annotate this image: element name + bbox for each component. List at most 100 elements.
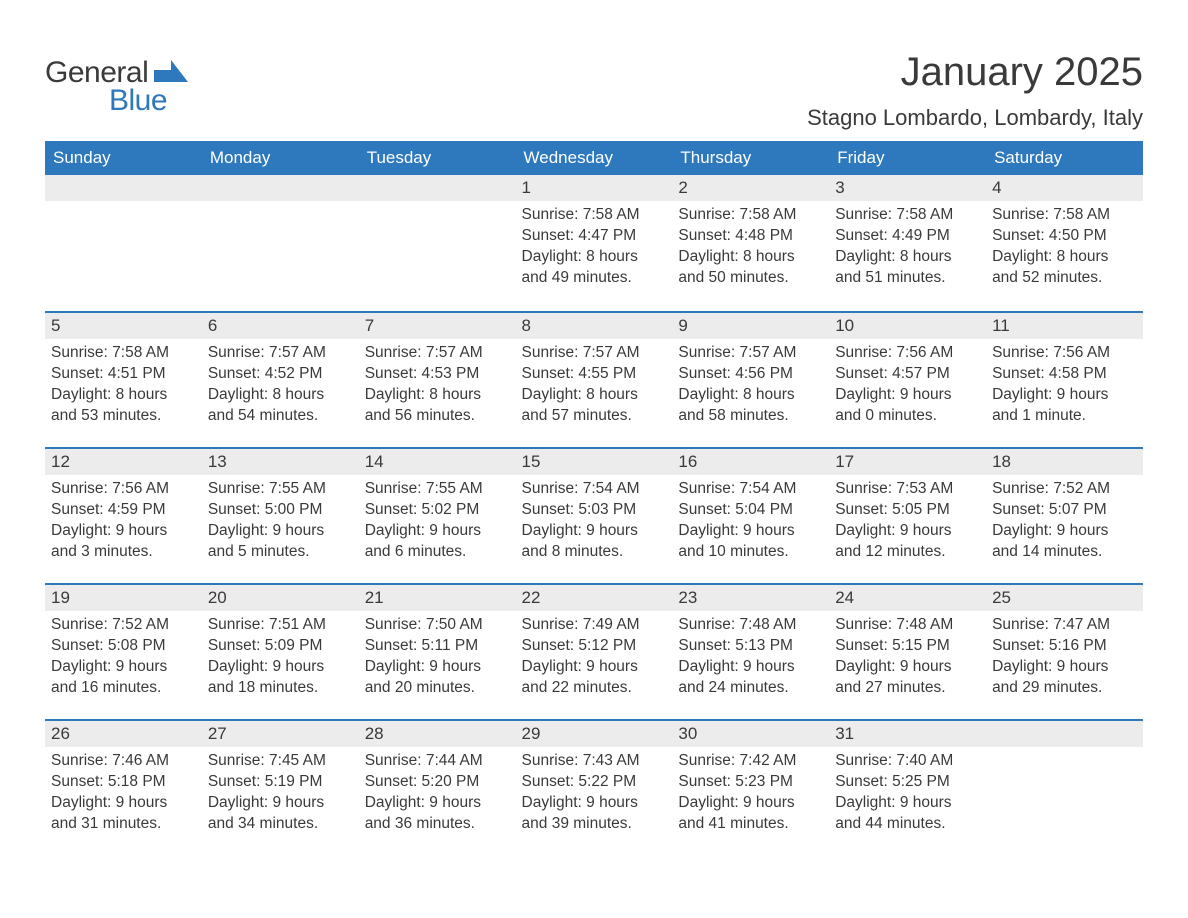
sunset-line: Sunset: 5:25 PM xyxy=(835,772,980,793)
day-details: Sunrise: 7:58 AMSunset: 4:50 PMDaylight:… xyxy=(986,201,1143,291)
calendar-day-cell: 24Sunrise: 7:48 AMSunset: 5:15 PMDayligh… xyxy=(829,583,986,719)
daylight-line: Daylight: 8 hours and 51 minutes. xyxy=(835,247,980,289)
day-details: Sunrise: 7:57 AMSunset: 4:55 PMDaylight:… xyxy=(516,339,673,429)
day-details: Sunrise: 7:51 AMSunset: 5:09 PMDaylight:… xyxy=(202,611,359,701)
day-number-bar: 26 xyxy=(45,719,202,747)
day-number-bar xyxy=(986,719,1143,747)
calendar-day-cell: 6Sunrise: 7:57 AMSunset: 4:52 PMDaylight… xyxy=(202,311,359,447)
sunrise-line: Sunrise: 7:46 AM xyxy=(51,751,196,772)
daylight-line: Daylight: 9 hours and 1 minute. xyxy=(992,385,1137,427)
day-number-bar: 21 xyxy=(359,583,516,611)
day-details: Sunrise: 7:54 AMSunset: 5:03 PMDaylight:… xyxy=(516,475,673,565)
page-header: General Blue January 2025 Stagno Lombard… xyxy=(45,50,1143,131)
sunrise-line: Sunrise: 7:53 AM xyxy=(835,479,980,500)
day-details: Sunrise: 7:44 AMSunset: 5:20 PMDaylight:… xyxy=(359,747,516,837)
brand-text-2: Blue xyxy=(109,84,188,118)
daylight-line: Daylight: 9 hours and 3 minutes. xyxy=(51,521,196,563)
calendar-day-cell: 15Sunrise: 7:54 AMSunset: 5:03 PMDayligh… xyxy=(516,447,673,583)
sunset-line: Sunset: 4:56 PM xyxy=(678,364,823,385)
sunrise-line: Sunrise: 7:57 AM xyxy=(522,343,667,364)
title-block: January 2025 Stagno Lombardo, Lombardy, … xyxy=(807,50,1143,131)
day-details: Sunrise: 7:48 AMSunset: 5:13 PMDaylight:… xyxy=(672,611,829,701)
sunset-line: Sunset: 5:23 PM xyxy=(678,772,823,793)
daylight-line: Daylight: 9 hours and 0 minutes. xyxy=(835,385,980,427)
day-details: Sunrise: 7:48 AMSunset: 5:15 PMDaylight:… xyxy=(829,611,986,701)
day-details: Sunrise: 7:55 AMSunset: 5:02 PMDaylight:… xyxy=(359,475,516,565)
daylight-line: Daylight: 9 hours and 41 minutes. xyxy=(678,793,823,835)
sunset-line: Sunset: 5:07 PM xyxy=(992,500,1137,521)
calendar-day-cell: 26Sunrise: 7:46 AMSunset: 5:18 PMDayligh… xyxy=(45,719,202,855)
calendar-day-cell: 4Sunrise: 7:58 AMSunset: 4:50 PMDaylight… xyxy=(986,175,1143,311)
day-number-bar: 24 xyxy=(829,583,986,611)
calendar-header-cell: Friday xyxy=(829,141,986,175)
daylight-line: Daylight: 8 hours and 49 minutes. xyxy=(522,247,667,289)
calendar-day-cell: 9Sunrise: 7:57 AMSunset: 4:56 PMDaylight… xyxy=(672,311,829,447)
day-details: Sunrise: 7:53 AMSunset: 5:05 PMDaylight:… xyxy=(829,475,986,565)
day-number-bar: 22 xyxy=(516,583,673,611)
sunrise-line: Sunrise: 7:56 AM xyxy=(992,343,1137,364)
sunrise-line: Sunrise: 7:54 AM xyxy=(678,479,823,500)
sunrise-line: Sunrise: 7:57 AM xyxy=(678,343,823,364)
sunset-line: Sunset: 5:15 PM xyxy=(835,636,980,657)
day-details: Sunrise: 7:46 AMSunset: 5:18 PMDaylight:… xyxy=(45,747,202,837)
calendar-day-cell: 19Sunrise: 7:52 AMSunset: 5:08 PMDayligh… xyxy=(45,583,202,719)
day-number-bar: 9 xyxy=(672,311,829,339)
sunset-line: Sunset: 5:22 PM xyxy=(522,772,667,793)
sunset-line: Sunset: 5:02 PM xyxy=(365,500,510,521)
sunset-line: Sunset: 5:09 PM xyxy=(208,636,353,657)
sunset-line: Sunset: 5:13 PM xyxy=(678,636,823,657)
sunrise-line: Sunrise: 7:48 AM xyxy=(678,615,823,636)
day-number-bar: 30 xyxy=(672,719,829,747)
calendar-header-row: SundayMondayTuesdayWednesdayThursdayFrid… xyxy=(45,141,1143,175)
day-number-bar: 23 xyxy=(672,583,829,611)
daylight-line: Daylight: 9 hours and 18 minutes. xyxy=(208,657,353,699)
day-number-bar: 27 xyxy=(202,719,359,747)
sunrise-line: Sunrise: 7:52 AM xyxy=(992,479,1137,500)
sunrise-line: Sunrise: 7:47 AM xyxy=(992,615,1137,636)
day-details: Sunrise: 7:58 AMSunset: 4:49 PMDaylight:… xyxy=(829,201,986,291)
calendar-table: SundayMondayTuesdayWednesdayThursdayFrid… xyxy=(45,141,1143,855)
calendar-week-row: 1Sunrise: 7:58 AMSunset: 4:47 PMDaylight… xyxy=(45,175,1143,311)
brand-logo: General Blue xyxy=(45,50,188,118)
daylight-line: Daylight: 9 hours and 5 minutes. xyxy=(208,521,353,563)
day-number-bar: 14 xyxy=(359,447,516,475)
sunrise-line: Sunrise: 7:57 AM xyxy=(208,343,353,364)
day-details: Sunrise: 7:58 AMSunset: 4:48 PMDaylight:… xyxy=(672,201,829,291)
sunset-line: Sunset: 5:03 PM xyxy=(522,500,667,521)
sunset-line: Sunset: 4:48 PM xyxy=(678,226,823,247)
daylight-line: Daylight: 8 hours and 56 minutes. xyxy=(365,385,510,427)
sunrise-line: Sunrise: 7:45 AM xyxy=(208,751,353,772)
sunset-line: Sunset: 4:50 PM xyxy=(992,226,1137,247)
sunrise-line: Sunrise: 7:56 AM xyxy=(51,479,196,500)
day-details: Sunrise: 7:42 AMSunset: 5:23 PMDaylight:… xyxy=(672,747,829,837)
sunrise-line: Sunrise: 7:58 AM xyxy=(835,205,980,226)
sunrise-line: Sunrise: 7:49 AM xyxy=(522,615,667,636)
daylight-line: Daylight: 9 hours and 20 minutes. xyxy=(365,657,510,699)
sunrise-line: Sunrise: 7:58 AM xyxy=(678,205,823,226)
day-details: Sunrise: 7:52 AMSunset: 5:07 PMDaylight:… xyxy=(986,475,1143,565)
sunrise-line: Sunrise: 7:56 AM xyxy=(835,343,980,364)
daylight-line: Daylight: 8 hours and 54 minutes. xyxy=(208,385,353,427)
sunrise-line: Sunrise: 7:57 AM xyxy=(365,343,510,364)
calendar-day-cell: 11Sunrise: 7:56 AMSunset: 4:58 PMDayligh… xyxy=(986,311,1143,447)
daylight-line: Daylight: 9 hours and 27 minutes. xyxy=(835,657,980,699)
day-details: Sunrise: 7:43 AMSunset: 5:22 PMDaylight:… xyxy=(516,747,673,837)
day-number-bar: 18 xyxy=(986,447,1143,475)
day-details: Sunrise: 7:50 AMSunset: 5:11 PMDaylight:… xyxy=(359,611,516,701)
day-details: Sunrise: 7:56 AMSunset: 4:57 PMDaylight:… xyxy=(829,339,986,429)
day-number-bar: 12 xyxy=(45,447,202,475)
sunset-line: Sunset: 5:11 PM xyxy=(365,636,510,657)
sunrise-line: Sunrise: 7:48 AM xyxy=(835,615,980,636)
sunset-line: Sunset: 5:04 PM xyxy=(678,500,823,521)
daylight-line: Daylight: 8 hours and 52 minutes. xyxy=(992,247,1137,289)
calendar-day-cell: 25Sunrise: 7:47 AMSunset: 5:16 PMDayligh… xyxy=(986,583,1143,719)
calendar-empty-cell xyxy=(202,175,359,311)
sunset-line: Sunset: 4:55 PM xyxy=(522,364,667,385)
daylight-line: Daylight: 9 hours and 36 minutes. xyxy=(365,793,510,835)
day-number-bar: 19 xyxy=(45,583,202,611)
daylight-line: Daylight: 9 hours and 14 minutes. xyxy=(992,521,1137,563)
day-number-bar: 1 xyxy=(516,175,673,201)
calendar-day-cell: 8Sunrise: 7:57 AMSunset: 4:55 PMDaylight… xyxy=(516,311,673,447)
day-number-bar: 29 xyxy=(516,719,673,747)
calendar-day-cell: 17Sunrise: 7:53 AMSunset: 5:05 PMDayligh… xyxy=(829,447,986,583)
